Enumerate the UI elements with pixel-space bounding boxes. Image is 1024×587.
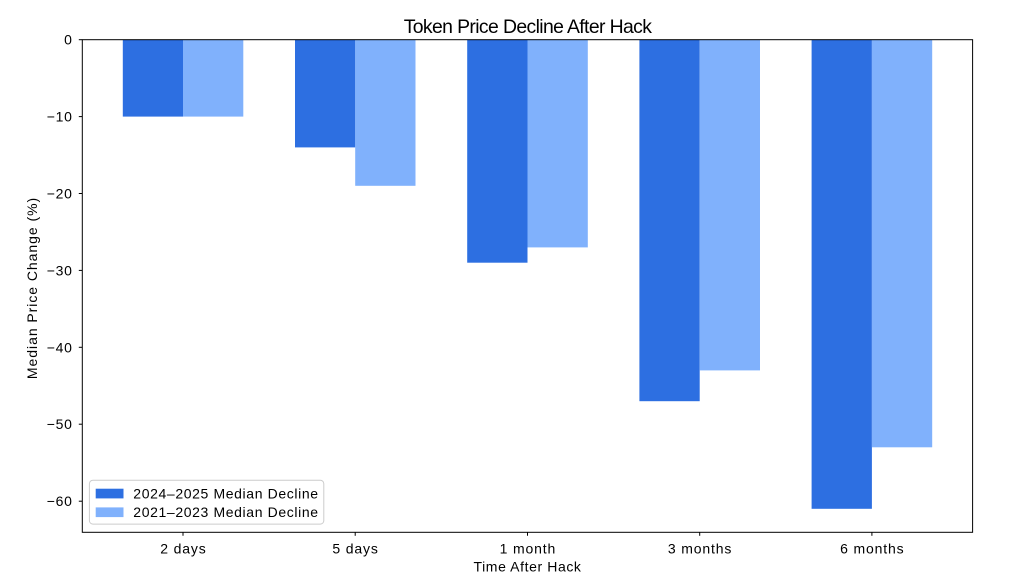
svg-text:−40: −40 bbox=[47, 339, 73, 355]
svg-text:Median Price Change (%): Median Price Change (%) bbox=[24, 197, 40, 379]
svg-text:2021–2023 Median Decline: 2021–2023 Median Decline bbox=[133, 504, 318, 520]
svg-text:2024–2025 Median Decline: 2024–2025 Median Decline bbox=[133, 485, 318, 501]
svg-text:5 days: 5 days bbox=[332, 541, 378, 557]
svg-text:0: 0 bbox=[64, 32, 73, 48]
svg-text:1 month: 1 month bbox=[500, 541, 557, 557]
svg-text:2 days: 2 days bbox=[160, 541, 206, 557]
svg-text:3 months: 3 months bbox=[668, 541, 732, 557]
svg-text:−20: −20 bbox=[47, 186, 73, 202]
svg-text:−10: −10 bbox=[47, 109, 73, 125]
svg-text:−60: −60 bbox=[47, 493, 73, 509]
svg-text:Time After Hack: Time After Hack bbox=[473, 559, 581, 575]
svg-text:Token Price Decline After Hack: Token Price Decline After Hack bbox=[404, 16, 653, 38]
svg-text:−50: −50 bbox=[47, 416, 73, 432]
svg-text:6 months: 6 months bbox=[840, 541, 904, 557]
svg-text:−30: −30 bbox=[47, 262, 73, 278]
